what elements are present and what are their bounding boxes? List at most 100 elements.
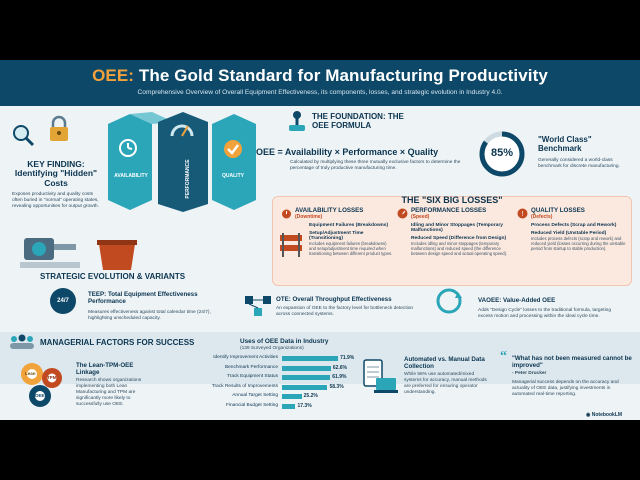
foundation-title: THE FOUNDATION: THE OEE FORMULA (312, 112, 404, 131)
quality-item-2: Reduced Yield (Unstable Period) (531, 231, 607, 236)
vaoee-title: VAOEE: Value-Added OEE (478, 297, 556, 304)
oee-uses-bar-chart: Identify Improvement Activities 71.9% Benc… (160, 355, 370, 417)
brand-icon: ◉ (586, 412, 591, 418)
speed-gauge-icon (170, 118, 194, 138)
linkage-text: Research shows organizations implementin… (76, 378, 142, 407)
oee-formula: OEE = Availability × Performance × Quali… (256, 147, 439, 157)
performance-losses-sub: (Speed) (411, 214, 430, 220)
value-cycle-icon (434, 286, 464, 316)
teep-title: TEEP: Total Equipment Effectiveness Perf… (88, 291, 198, 306)
barrier-icon (278, 229, 304, 259)
availability-losses: AVAILABILITY LOSSES (Downtime) Equipment… (281, 207, 393, 256)
pillar-availability: AVAILABILITY (114, 173, 148, 179)
chart-bar (282, 356, 339, 361)
quality-desc: Includes process defects (scrap and rewo… (531, 236, 626, 252)
brand-badge: ◉ NotebookLM (586, 412, 622, 418)
quote-mark-icon: “ (500, 349, 507, 364)
defect-icon: ! (517, 208, 528, 219)
chart-title: Uses of OEE Data in Industry (240, 338, 329, 345)
automated-text: While 56% use automated/mixed systems fo… (404, 372, 487, 395)
pillar-quality: QUALITY (222, 173, 244, 179)
gears-icon (18, 358, 70, 410)
performance-desc: Includes idling and minor stoppages (tem… (411, 241, 508, 257)
chart-row: Track Equipment Status 61.9% (160, 374, 360, 381)
quality-losses: ! QUALITY LOSSES (Defects) Process Defec… (517, 207, 629, 251)
strategic-title: STRATEGIC EVOLUTION & VARIANTS (40, 272, 186, 281)
chart-bar (282, 394, 302, 400)
world-class-title: "World Class" Benchmark (538, 135, 592, 153)
chart-subtitle: (139 Surveyed Organizations) (240, 346, 304, 351)
quality-item-1: Process Defects (Scrap and Rework) (531, 223, 617, 228)
losses-title: THE "SIX BIG LOSSES" (401, 195, 503, 205)
quote-author: - Peter Drucker (512, 371, 547, 376)
oee-pillars (108, 112, 258, 212)
performance-item-2: Reduced Speed (Difference from Design) (411, 236, 507, 241)
chart-row: Track Results of Improvements 58.3% (160, 384, 360, 391)
gear-label-lean: Lean (25, 371, 36, 376)
chart-category-label: Financial Budget Setting (226, 403, 278, 408)
chart-row: Benchmark Performance 62.6% (160, 365, 360, 372)
foundation-text: Calculated by multiplying these three mu… (290, 160, 461, 171)
chart-value-label: 58.3% (329, 383, 344, 390)
teep-text: Measures effectiveness against total cal… (88, 310, 211, 321)
world-class-text: Generally considered a world-class bench… (538, 158, 620, 169)
pillar-performance: PERFORMANCE (185, 159, 191, 199)
chart-value-label: 61.9% (332, 374, 347, 381)
magnifier-icon (10, 122, 36, 148)
quality-losses-sub: (Defects) (531, 214, 553, 220)
quality-check-icon (222, 138, 244, 160)
clock-icon (118, 138, 138, 158)
chart-bar (282, 365, 331, 371)
clipboard-laptop-icon (362, 356, 398, 396)
performance-losses-title: PERFORMANCE LOSSES (411, 207, 487, 214)
availability-desc: Includes equipment failures (breakdowns)… (309, 241, 393, 257)
performance-item-1: Idling and Minor Stoppages (Temporary Ma… (411, 223, 504, 233)
linkage-title: The Lean-TPM-OEE Linkage (76, 362, 134, 377)
gauge-icon (397, 208, 408, 219)
chart-category-label: Annual Target Setting (232, 393, 278, 399)
joystick-icon (288, 110, 306, 132)
chart-value-label: 25.2% (303, 393, 318, 400)
availability-item-1: Equipment Failures (Breakdowns) (309, 223, 389, 228)
chart-bar (282, 384, 328, 390)
page-subtitle: Comprehensive Overview of Overall Equipm… (137, 89, 503, 96)
chart-row: Annual Target Setting 25.2% (160, 393, 360, 400)
automated-title: Automated vs. Manual Data Collection (404, 356, 485, 371)
key-finding-title: KEY FINDING: Identifying "Hidden" Costs (14, 159, 98, 188)
header: OEE: The Gold Standard for Manufacturing… (0, 60, 640, 106)
chart-category-label: Benchmark Performance (224, 364, 278, 370)
crowd-icon (8, 334, 36, 350)
brand-label: NotebookLM (591, 412, 623, 418)
availability-losses-sub: (Downtime) (295, 214, 323, 220)
chart-row: Identify Improvement Activities 71.9% (160, 355, 360, 362)
chart-category-label: Track Equipment Status (226, 374, 278, 380)
chart-category-label: Identify Improvement Activities (213, 355, 278, 360)
world-class-gauge (478, 130, 526, 178)
world-class-value: 85% (490, 147, 514, 159)
ote-text: An expansion of OEE to the factory level… (276, 306, 414, 317)
quote-body: Managerial success depends on the accura… (512, 380, 619, 397)
throughput-network-icon (244, 294, 272, 318)
machine-icon (20, 230, 80, 274)
chart-bar (282, 404, 296, 409)
availability-item-2: Setup/Adjustment Time (Transitioning) (309, 231, 364, 241)
quote-text: "What has not been measured cannot be im… (512, 355, 632, 370)
ote-title: OTE: Overall Throughput Effectiveness (276, 296, 392, 303)
chart-value-label: 62.6% (332, 364, 347, 371)
teep-badge-label: 24/7 (57, 298, 69, 304)
chart-value-label: 71.9% (340, 355, 355, 361)
chart-bar (282, 375, 331, 381)
chart-value-label: 17.3% (297, 403, 312, 409)
gear-label-oee: OEE (35, 393, 45, 398)
six-big-losses-panel: THE "SIX BIG LOSSES" AVAILABILITY LOSSES… (272, 195, 632, 286)
chart-row: Financial Budget Setting 17.3% (160, 403, 360, 410)
scrap-bin-icon (95, 232, 139, 272)
quality-losses-title: QUALITY LOSSES (531, 207, 585, 214)
lock-icon (44, 114, 74, 144)
managerial-title: MANAGERIAL FACTORS FOR SUCCESS (40, 338, 195, 347)
vaoee-text: Adds "Design Cycle" losses to the tradit… (478, 308, 611, 319)
key-finding-text: Exposes productivity and quality costs o… (12, 192, 99, 209)
page-title: OEE: The Gold Standard for Manufacturing… (92, 66, 548, 85)
performance-losses: PERFORMANCE LOSSES (Speed) Idling and Mi… (397, 207, 512, 256)
teep-badge: 24/7 (50, 288, 76, 314)
